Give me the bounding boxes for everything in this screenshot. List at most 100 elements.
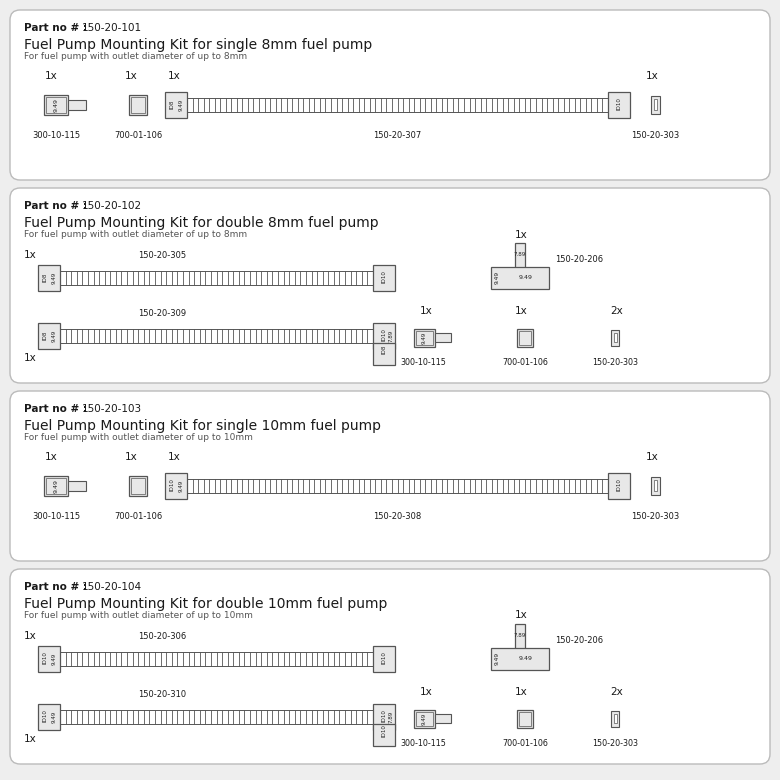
Bar	[608, 473, 630, 499]
Text: 9.49: 9.49	[519, 656, 533, 661]
Bar	[46, 97, 66, 113]
Text: ID10: ID10	[616, 98, 622, 111]
Bar	[517, 710, 533, 728]
Text: 1x: 1x	[45, 71, 58, 81]
Bar	[611, 711, 619, 727]
Text: Fuel Pump Mounting Kit for single 10mm fuel pump: Fuel Pump Mounting Kit for single 10mm f…	[24, 419, 381, 433]
Bar	[519, 331, 531, 345]
Text: Fuel Pump Mounting Kit for double 10mm fuel pump: Fuel Pump Mounting Kit for double 10mm f…	[24, 597, 388, 611]
Bar	[373, 323, 395, 349]
Bar	[651, 96, 660, 114]
Text: 150-20-101: 150-20-101	[82, 23, 142, 33]
Bar	[654, 99, 657, 110]
Bar	[414, 329, 435, 347]
Bar	[131, 97, 145, 113]
Text: 7.89: 7.89	[514, 252, 526, 257]
Text: 1x: 1x	[515, 687, 528, 697]
Text: 150-20-102: 150-20-102	[82, 201, 142, 211]
Text: 2x: 2x	[610, 687, 622, 697]
Text: 2x: 2x	[610, 306, 622, 316]
Text: 7.89: 7.89	[514, 633, 526, 638]
Bar	[435, 333, 451, 342]
Text: 150-20-206: 150-20-206	[555, 255, 603, 264]
Text: 150-20-306: 150-20-306	[138, 632, 186, 641]
Text: 300-10-115: 300-10-115	[32, 131, 80, 140]
Text: 150-20-303: 150-20-303	[592, 358, 638, 367]
Text: For fuel pump with outlet diameter of up to 8mm: For fuel pump with outlet diameter of up…	[24, 52, 247, 61]
Text: ID10: ID10	[381, 710, 387, 722]
Text: 9.49: 9.49	[54, 479, 58, 493]
Text: 9.49: 9.49	[179, 99, 183, 111]
Text: 150-20-206: 150-20-206	[555, 636, 603, 645]
Text: 300-10-115: 300-10-115	[400, 739, 446, 748]
Text: 150-20-309: 150-20-309	[138, 309, 186, 318]
Text: 9.49: 9.49	[495, 271, 499, 284]
Bar	[435, 714, 451, 723]
Text: ID10: ID10	[42, 651, 47, 665]
Text: Fuel Pump Mounting Kit for single 8mm fuel pump: Fuel Pump Mounting Kit for single 8mm fu…	[24, 38, 372, 52]
Text: ID10: ID10	[381, 328, 387, 342]
Bar	[515, 243, 525, 278]
Bar	[68, 481, 86, 491]
Bar	[517, 329, 533, 347]
Text: 150-20-310: 150-20-310	[138, 690, 186, 699]
Bar	[165, 92, 187, 118]
Bar	[491, 647, 549, 669]
Text: 150-20-305: 150-20-305	[138, 251, 186, 260]
Text: Fuel Pump Mounting Kit for double 8mm fuel pump: Fuel Pump Mounting Kit for double 8mm fu…	[24, 216, 378, 230]
Bar	[519, 712, 531, 726]
Text: 1x: 1x	[125, 71, 138, 81]
Bar	[414, 710, 435, 728]
Text: Part no # :: Part no # :	[24, 404, 87, 414]
FancyBboxPatch shape	[10, 188, 770, 383]
Text: ID8: ID8	[42, 330, 47, 339]
Bar	[491, 267, 549, 289]
Text: ID10: ID10	[42, 710, 47, 722]
Bar	[38, 646, 60, 672]
Text: 700-01-106: 700-01-106	[502, 739, 548, 748]
Bar	[611, 330, 619, 346]
Text: ID8: ID8	[42, 272, 47, 282]
Text: 1x: 1x	[45, 452, 58, 462]
Text: ID10: ID10	[169, 479, 174, 491]
Bar	[44, 95, 68, 115]
Text: 9.49: 9.49	[51, 330, 56, 342]
Bar	[651, 477, 660, 495]
Bar	[614, 714, 617, 723]
Text: 1x: 1x	[168, 452, 181, 462]
Bar	[515, 623, 525, 658]
Bar	[416, 712, 433, 726]
Text: 1x: 1x	[24, 734, 37, 744]
FancyBboxPatch shape	[10, 569, 770, 764]
Text: 1x: 1x	[420, 306, 433, 316]
Text: 150-20-303: 150-20-303	[592, 739, 638, 748]
Text: 1x: 1x	[24, 631, 37, 641]
Bar	[44, 476, 68, 496]
Bar	[416, 331, 433, 345]
Bar	[165, 473, 187, 499]
Text: 9.49: 9.49	[54, 98, 58, 112]
Text: ID10: ID10	[381, 651, 387, 665]
Text: 150-20-103: 150-20-103	[82, 404, 142, 414]
Bar	[373, 646, 395, 672]
Text: 1x: 1x	[168, 71, 181, 81]
Text: 1x: 1x	[125, 452, 138, 462]
Text: 150-20-303: 150-20-303	[631, 512, 679, 521]
Bar	[373, 342, 395, 364]
Text: 1x: 1x	[646, 452, 659, 462]
Text: For fuel pump with outlet diameter of up to 10mm: For fuel pump with outlet diameter of up…	[24, 433, 253, 442]
Text: 300-10-115: 300-10-115	[400, 358, 446, 367]
Text: 150-20-104: 150-20-104	[82, 582, 142, 592]
Text: 9.49: 9.49	[51, 711, 56, 723]
Text: 300-10-115: 300-10-115	[32, 512, 80, 521]
Text: 7.89: 7.89	[388, 711, 393, 723]
Text: 150-20-308: 150-20-308	[374, 512, 422, 521]
FancyBboxPatch shape	[10, 10, 770, 180]
Text: ID10: ID10	[381, 724, 387, 737]
Text: For fuel pump with outlet diameter of up to 10mm: For fuel pump with outlet diameter of up…	[24, 611, 253, 620]
Text: 1x: 1x	[24, 250, 37, 260]
Text: For fuel pump with outlet diameter of up to 8mm: For fuel pump with outlet diameter of up…	[24, 230, 247, 239]
Text: ID8: ID8	[381, 345, 387, 354]
Text: 9.49: 9.49	[519, 275, 533, 280]
Text: 9.49: 9.49	[51, 272, 56, 284]
